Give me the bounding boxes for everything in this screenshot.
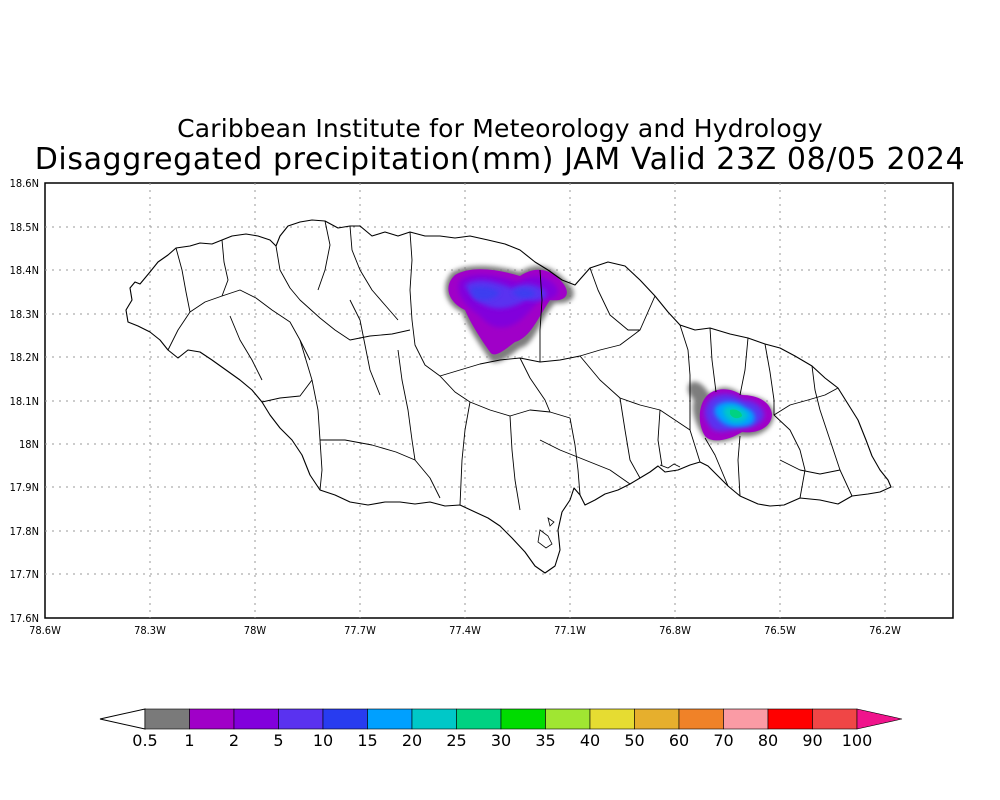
lon-tick-label: 77.4W <box>449 624 481 637</box>
legend-label: 15 <box>357 731 377 750</box>
lat-tick-label: 18.4N <box>10 264 39 277</box>
legend-swatch <box>634 708 680 730</box>
legend-swatch <box>411 708 457 730</box>
legend-over-triangle <box>856 708 903 730</box>
legend-swatch <box>723 708 769 730</box>
legend-swatch <box>500 708 546 730</box>
lat-tick-label: 18.5N <box>10 221 39 234</box>
legend-swatch <box>189 708 235 730</box>
lon-tick-label: 78.6W <box>29 624 61 637</box>
legend-label: 0.5 <box>132 731 157 750</box>
lon-tick-label: 76.8W <box>659 624 691 637</box>
lat-tick-label: 17.9N <box>10 481 39 494</box>
lon-tick-label: 77.7W <box>344 624 376 637</box>
cays <box>537 463 681 549</box>
lat-tick-label: 18.6N <box>10 177 39 190</box>
precip-cell-eastern <box>687 381 774 443</box>
legend-swatch <box>233 708 279 730</box>
legend-swatch <box>545 708 591 730</box>
legend-label: 50 <box>624 731 644 750</box>
chart-title-block: Caribbean Institute for Meteorology and … <box>0 114 1000 176</box>
legend-label: 30 <box>491 731 511 750</box>
title-line-1: Caribbean Institute for Meteorology and … <box>177 114 823 143</box>
lat-tick-label: 17.6N <box>10 612 39 625</box>
legend-label: 80 <box>758 731 778 750</box>
legend-under-triangle <box>99 708 146 730</box>
legend-swatch <box>767 708 813 730</box>
legend-label: 25 <box>446 731 466 750</box>
legend-swatch <box>589 708 635 730</box>
lat-tick-label: 18N <box>19 438 39 451</box>
legend-label: 100 <box>842 731 873 750</box>
legend-colorbar: 0.5 1 2 5 10 15 20 25 30 35 40 50 60 70 80 90 100 <box>99 708 903 750</box>
lat-tick-label: 17.7N <box>10 568 39 581</box>
legend-label: 10 <box>313 731 333 750</box>
lon-tick-label: 76.2W <box>869 624 901 637</box>
lat-tick-label: 18.3N <box>10 308 39 321</box>
lon-tick-labels: 78.6W 78.3W 78W 77.7W 77.4W 77.1W 76.8W … <box>29 624 901 637</box>
legend-swatch <box>367 708 413 730</box>
legend-label: 1 <box>184 731 194 750</box>
admin-boundaries <box>167 220 853 511</box>
legend-swatch <box>456 708 502 730</box>
legend-label: 40 <box>580 731 600 750</box>
legend-swatch <box>812 708 858 730</box>
lon-tick-label: 77.1W <box>554 624 586 637</box>
legend-label: 70 <box>713 731 733 750</box>
legend-label: 2 <box>229 731 239 750</box>
lat-tick-labels: 18.6N 18.5N 18.4N 18.3N 18.2N 18.1N 18N … <box>10 177 39 625</box>
lat-tick-label: 18.1N <box>10 395 39 408</box>
legend-label: 60 <box>669 731 689 750</box>
legend-swatch <box>322 708 368 730</box>
legend-swatch <box>678 708 724 730</box>
legend-swatch <box>144 708 190 730</box>
legend-label: 35 <box>535 731 555 750</box>
lon-tick-label: 78W <box>244 624 267 637</box>
lat-tick-label: 17.8N <box>10 525 39 538</box>
legend-label: 90 <box>802 731 822 750</box>
legend-label: 20 <box>402 731 422 750</box>
legend-label: 5 <box>273 731 283 750</box>
grid-lines <box>45 183 953 618</box>
title-line-2: Disaggregated precipitation(mm) JAM Vali… <box>34 142 966 177</box>
lat-tick-label: 18.2N <box>10 351 39 364</box>
lon-tick-label: 78.3W <box>134 624 166 637</box>
legend-swatch <box>278 708 324 730</box>
lon-tick-label: 76.5W <box>764 624 796 637</box>
